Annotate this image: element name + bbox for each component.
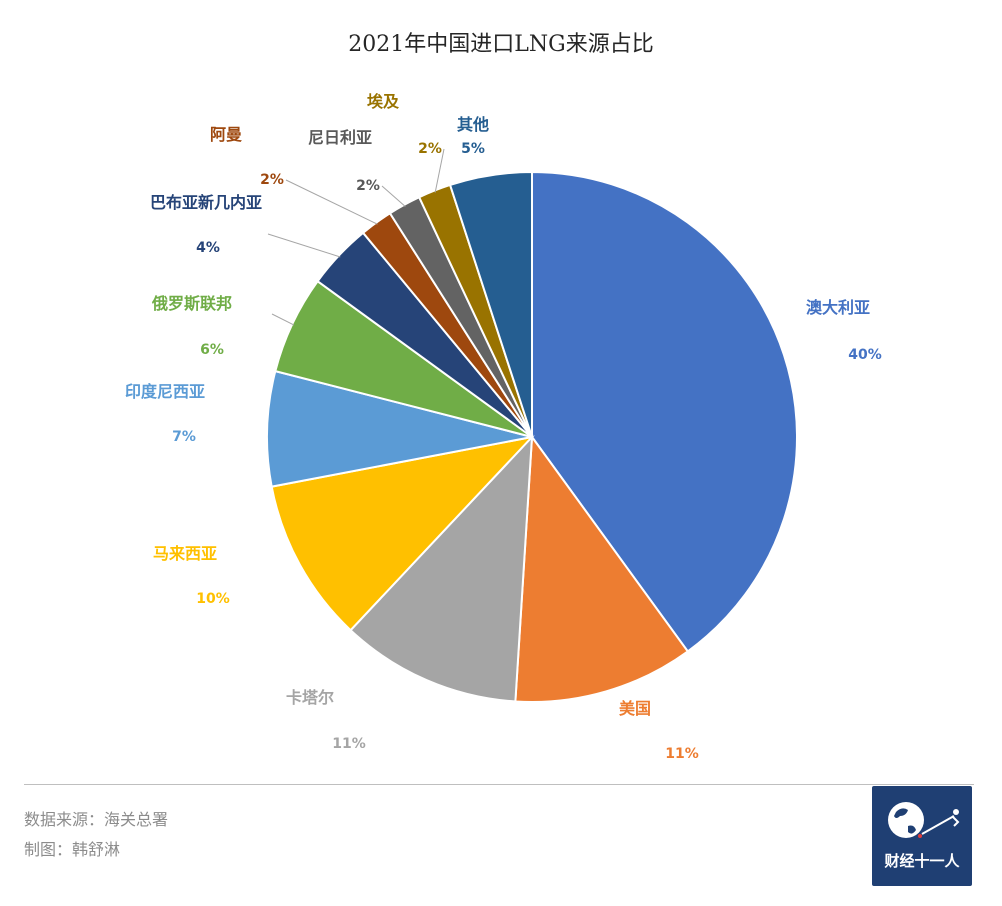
slice-name-label: 美国 <box>619 699 651 718</box>
slice-value-label: 11% <box>665 746 699 762</box>
slice-name-label: 巴布亚新几内亚 <box>150 193 262 212</box>
slice-value-label: 4% <box>196 240 220 256</box>
pie-slices <box>266 170 798 703</box>
slice-value-label: 6% <box>200 342 224 358</box>
source-note: 数据来源：海关总署 <box>24 810 169 829</box>
leader-line <box>434 148 445 193</box>
divider <box>24 784 974 785</box>
slice-name-label: 埃及 <box>367 92 400 111</box>
slice-value-label: 5% <box>461 141 485 157</box>
globe-icon <box>888 802 960 838</box>
slice-value-label: 7% <box>172 429 196 445</box>
slice-value-label: 2% <box>418 141 442 157</box>
leader-line <box>381 185 406 207</box>
leader-line <box>285 179 378 225</box>
publisher-logo: 财经十一人 <box>872 786 972 886</box>
pie-slice-0 <box>531 170 798 653</box>
pie-slice-10 <box>448 170 533 438</box>
pie-slice-3 <box>270 435 535 632</box>
slice-name-label: 印度尼西亚 <box>125 382 205 401</box>
slice-name-label: 其他 <box>457 115 489 134</box>
slice-value-label: 11% <box>332 736 366 752</box>
slice-value-label: 10% <box>196 591 230 607</box>
slice-value-label: 2% <box>260 172 284 188</box>
slice-value-label: 40% <box>848 347 882 363</box>
pie-chart: 澳大利亚 40% 美国 11% 卡塔尔 11% 马来西亚 10% 印度尼西亚 7% 俄罗斯联邦 6% 巴… <box>125 92 882 762</box>
pie-slice-2 <box>349 434 534 703</box>
leader-lines <box>267 148 445 326</box>
slice-labels: 澳大利亚 40% 美国 11% 卡塔尔 11% 马来西亚 10% 印度尼西亚 7% 俄罗斯联邦 6% 巴… <box>125 92 882 762</box>
leader-line <box>267 233 341 258</box>
slice-name-label: 俄罗斯联邦 <box>151 294 232 313</box>
logo-text: 财经十一人 <box>884 852 960 870</box>
author-note: 制图：韩舒淋 <box>24 840 121 859</box>
slice-name-label: 阿曼 <box>210 125 242 144</box>
chart-title: 2021年中国进口LNG来源占比 <box>348 32 654 57</box>
slice-name-label: 卡塔尔 <box>286 688 334 707</box>
slice-value-label: 2% <box>356 178 380 194</box>
leader-line <box>271 313 295 326</box>
slice-name-label: 尼日利亚 <box>308 128 372 147</box>
slice-name-label: 马来西亚 <box>153 544 217 563</box>
slice-name-label: 澳大利亚 <box>806 298 870 317</box>
pie-slice-4 <box>266 369 533 488</box>
pie-slice-1 <box>514 434 690 703</box>
